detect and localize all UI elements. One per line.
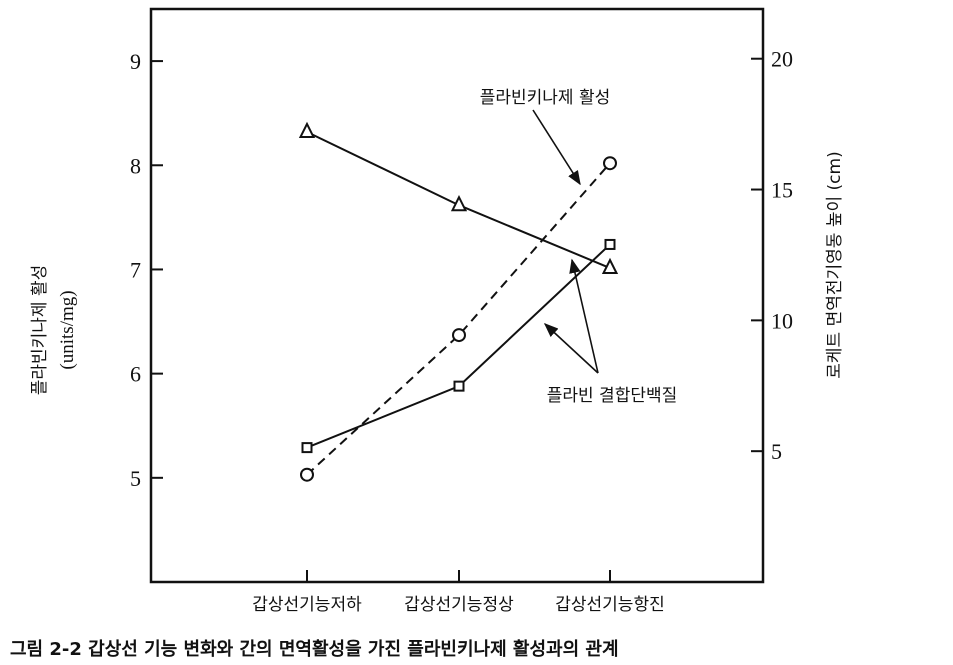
data-point-square: [604, 238, 616, 250]
annotation-flavokinase: 플라빈키나제 활성: [480, 88, 611, 186]
data-point-square: [453, 380, 465, 392]
data-point-triangle: [601, 257, 619, 275]
x-tick-label: 갑상선기능항진: [555, 595, 664, 615]
data-point-triangle: [298, 121, 316, 138]
annotation-arrow: [532, 109, 581, 186]
figure-caption: 그림 2-2 갑상선 기능 변화와 간의 면역활성을 가진 플라빈키나제 활성과…: [10, 639, 619, 660]
right-tick-label: 5: [771, 439, 782, 464]
x-tick-label: 갑상선기능저하: [252, 595, 362, 615]
data-point-circle: [452, 328, 466, 343]
left-tick-label: 7: [130, 257, 141, 282]
annotation-arrow: [543, 323, 599, 374]
right-tick-label: 20: [771, 47, 793, 72]
series-triangle: [298, 121, 619, 275]
data-point-circle: [603, 156, 617, 171]
annotation-arrow: [569, 258, 599, 374]
right-tick-label: 15: [771, 178, 793, 203]
right-axis-label: 로케트 면역전기영동 높이 (cm): [825, 151, 845, 378]
left-tick-label: 6: [130, 362, 141, 387]
series-line: [306, 243, 611, 449]
annotation-label: 플라빈키나제 활성: [480, 88, 611, 108]
left-axis-label-line1: 플라빈키나제 활성: [30, 265, 50, 396]
series-square: [301, 238, 616, 454]
left-tick-label: 9: [130, 49, 141, 74]
x-tick-label: 갑상선기능정상: [404, 595, 514, 615]
left-axis-label-line2: (units/mg): [57, 290, 78, 369]
left-tick-label: 8: [130, 153, 141, 178]
data-point-square: [301, 442, 313, 454]
right-tick-label: 10: [771, 308, 793, 333]
left-tick-label: 5: [130, 466, 141, 491]
annotation-label: 플라빈 결합단백질: [547, 386, 678, 406]
annotation-flavin-binding-protein: 플라빈 결합단백질: [543, 258, 678, 406]
plot-frame: [149, 7, 765, 584]
data-point-circle: [300, 467, 314, 482]
data-point-triangle: [450, 194, 468, 212]
